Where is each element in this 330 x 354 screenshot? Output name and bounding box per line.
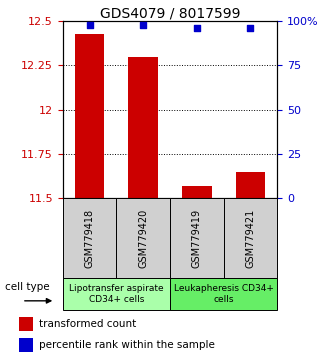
Bar xyxy=(19,317,33,331)
Point xyxy=(194,25,199,31)
Text: percentile rank within the sample: percentile rank within the sample xyxy=(39,340,215,350)
Title: GDS4079 / 8017599: GDS4079 / 8017599 xyxy=(100,6,240,20)
Text: transformed count: transformed count xyxy=(39,319,136,329)
Point xyxy=(141,22,146,28)
Text: Lipotransfer aspirate
CD34+ cells: Lipotransfer aspirate CD34+ cells xyxy=(69,284,164,303)
Point xyxy=(87,22,92,28)
Text: GSM779420: GSM779420 xyxy=(138,209,148,268)
Bar xyxy=(128,57,158,198)
Bar xyxy=(75,34,104,198)
Bar xyxy=(236,172,265,198)
FancyBboxPatch shape xyxy=(170,198,224,278)
FancyBboxPatch shape xyxy=(170,278,277,310)
Bar xyxy=(19,338,33,352)
FancyBboxPatch shape xyxy=(224,198,277,278)
Point xyxy=(248,25,253,31)
Text: cell type: cell type xyxy=(5,282,50,292)
FancyBboxPatch shape xyxy=(116,198,170,278)
Text: Leukapheresis CD34+
cells: Leukapheresis CD34+ cells xyxy=(174,284,274,303)
Text: GSM779421: GSM779421 xyxy=(246,209,255,268)
Text: GSM779418: GSM779418 xyxy=(84,209,94,268)
Bar xyxy=(182,186,212,198)
Text: GSM779419: GSM779419 xyxy=(192,209,202,268)
FancyBboxPatch shape xyxy=(63,278,170,310)
FancyBboxPatch shape xyxy=(63,198,116,278)
